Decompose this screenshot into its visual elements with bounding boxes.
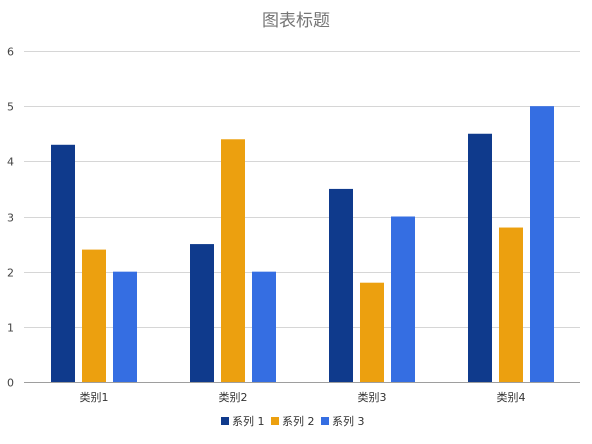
bar-series-2-category-3 — [360, 282, 384, 382]
bar-series-1-category-3 — [329, 188, 353, 382]
bars — [51, 106, 554, 383]
y-tick-label: 1 — [7, 322, 14, 335]
bar-series-1-category-2 — [190, 244, 214, 382]
bar-series-2-category-4 — [499, 227, 523, 382]
x-category-label: 类别2 — [219, 390, 248, 404]
y-tick-label: 2 — [7, 267, 14, 280]
y-tick-label: 4 — [7, 156, 14, 169]
y-axis-ticks: 0 1 2 3 4 5 6 — [7, 46, 14, 390]
legend-swatch — [321, 417, 329, 425]
legend-swatch — [221, 417, 229, 425]
gridlines — [24, 51, 580, 383]
bar-series-2-category-2 — [221, 139, 245, 382]
x-category-label: 类别3 — [358, 390, 387, 404]
legend-item-series-2: 系列 2 — [271, 414, 315, 428]
legend-label: 系列 2 — [282, 414, 315, 428]
legend-label: 系列 3 — [332, 414, 365, 428]
bar-series-3-category-4 — [530, 106, 554, 383]
bar-series-2-category-1 — [82, 249, 106, 382]
bar-series-3-category-1 — [113, 271, 137, 382]
bar-series-3-category-3 — [391, 216, 415, 382]
y-tick-label: 6 — [7, 46, 14, 59]
bar-series-1-category-1 — [51, 144, 75, 382]
legend-label: 系列 1 — [232, 414, 265, 428]
x-category-label: 类别1 — [80, 390, 109, 404]
bar-series-1-category-4 — [468, 133, 492, 382]
y-tick-label: 5 — [7, 101, 14, 114]
x-axis-categories: 类别1 类别2 类别3 类别4 — [80, 390, 526, 404]
legend-item-series-1: 系列 1 — [221, 414, 265, 428]
y-tick-label: 3 — [7, 212, 14, 225]
legend-item-series-3: 系列 3 — [321, 414, 365, 428]
chart-title: 图表标题 — [262, 11, 330, 31]
legend-swatch — [271, 417, 279, 425]
legend: 系列 1 系列 2 系列 3 — [221, 414, 365, 428]
x-category-label: 类别4 — [497, 390, 526, 404]
y-tick-label: 0 — [7, 377, 14, 390]
bar-series-3-category-2 — [252, 271, 276, 382]
